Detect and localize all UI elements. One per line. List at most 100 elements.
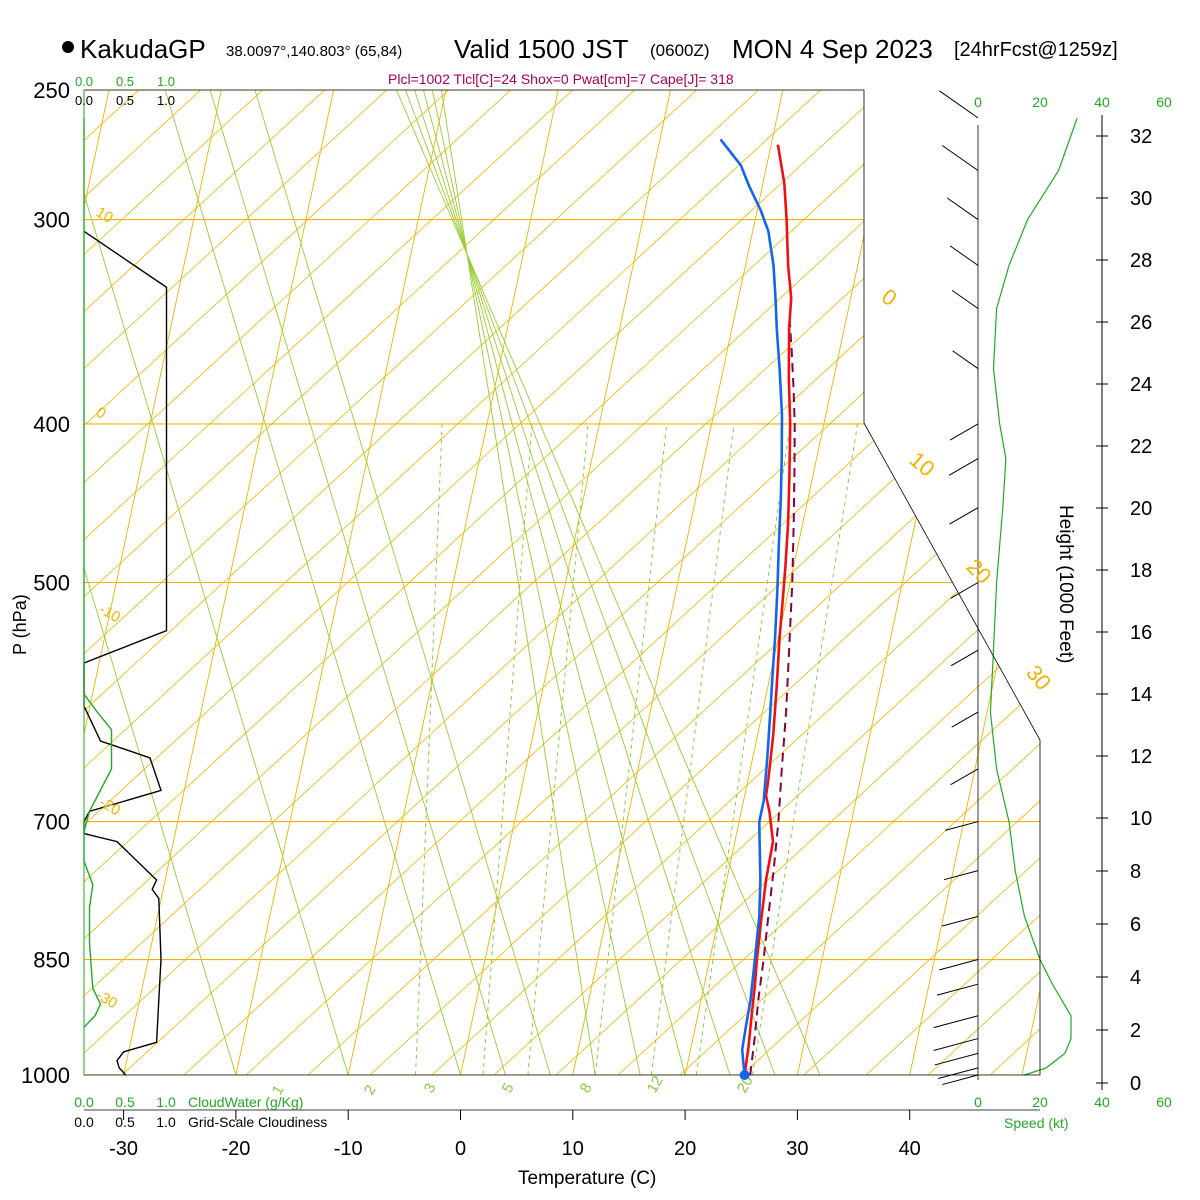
x-tick-label: -30 [109,1138,138,1160]
mixing-ratio-label: 20 [734,1073,757,1096]
x-tick-label: -20 [221,1138,250,1160]
moist-adiabat-line [164,90,461,1075]
wind-barb [948,458,979,476]
mixing-ratio-label: 12 [644,1073,667,1096]
wind-barb [936,983,979,996]
wind-barb [933,1038,979,1051]
cloud-water-scale-top: 0.0 [75,74,93,89]
mixing-ratio-label: 3 [421,1080,440,1096]
cloudiness-scale-bottom: 0.5 [115,1114,135,1130]
dry-adiabat-line [84,90,913,1075]
mixing-ratio-line [482,423,533,1075]
wind-barb [939,959,979,971]
height-tick-label: 14 [1130,684,1152,706]
cloud-water-scale-bottom: 0.5 [115,1094,135,1110]
mixing-ratio-label: 5 [499,1080,518,1096]
temperature-line [743,144,793,1075]
height-tick-label: 10 [1130,808,1152,830]
pressure-tick-label: 700 [33,810,70,835]
pressure-tick-label: 300 [33,208,70,233]
moist-adiabat-line [431,90,641,1075]
isotherm-label: 10 [905,447,940,482]
y-axis-label: P (hPa) [10,594,30,655]
isotherm-label: 10 [93,204,116,227]
dry-adiabat-line [1114,63,1200,1075]
wind-barb [950,649,979,667]
wind-barb [941,145,979,171]
dry-adiabat-line [1176,63,1200,1075]
wind-barb [951,289,979,309]
height-tick-label: 26 [1130,312,1152,334]
x-tick-label: 10 [562,1138,584,1160]
speed-scale-bottom: 40 [1094,1094,1110,1110]
wind-barb [950,582,979,599]
moist-adiabat-line [440,90,596,1075]
cloudiness-scale-top: 0.5 [116,93,134,108]
pressure-tick-label: 1000 [21,1063,70,1088]
height-tick-label: 2 [1130,1020,1141,1042]
dry-adiabat-line [431,90,1040,1075]
moist-adiabat-line [84,90,349,1075]
cloudiness-line [83,230,168,1076]
mixing-ratio-line [527,423,589,1075]
speed-scale-bottom: 20 [1032,1094,1048,1110]
dry-adiabat-line [84,90,355,1075]
dry-adiabat-line [555,90,1040,1075]
dry-adiabat-line [617,90,1040,1075]
x-axis-label: Temperature (C) [518,1168,656,1189]
dry-adiabat-line [84,90,975,1075]
isotherm-line [1021,90,1040,1075]
mixing-ratio-line [415,423,443,1075]
surface-point [739,1070,750,1080]
wind-barb [949,245,979,266]
station-name: KakudaGP [80,34,206,64]
forecast-info: [24hrFcst@1259z] [954,39,1118,61]
x-tick-label: 40 [899,1138,921,1160]
mixing-ratio-line [594,423,668,1075]
moist-adiabat-line [254,90,551,1075]
wind-barb [942,1074,979,1086]
dry-adiabat-line [84,90,293,1075]
dewpoint-line [719,138,784,1075]
isotherm-label: 0 [93,404,109,423]
x-tick-label: 20 [674,1138,696,1160]
speed-scale-top: 20 [1032,94,1048,110]
wind-barb [950,768,979,786]
dry-adiabat-line [84,90,479,1075]
isotherm-label: -20 [96,794,123,820]
dry-adiabat-line [121,90,1040,1075]
dry-adiabat-line [679,90,1040,1075]
moist-adiabat-line [405,90,776,1075]
speed-scale-bottom: 60 [1156,1094,1172,1110]
x-tick-label: 0 [455,1138,466,1160]
wind-barb [933,1015,979,1029]
height-tick-label: 12 [1130,746,1152,768]
dry-adiabat-line [493,90,1040,1075]
height-tick-label: 6 [1130,914,1141,936]
height-tick-label: 18 [1130,560,1152,582]
mixing-ratio-line [751,423,859,1075]
height-tick-label: 22 [1130,436,1152,458]
dry-adiabat-line [84,90,603,1075]
isotherm-label: 30 [1021,660,1056,695]
cloudiness-scale-top: 0.0 [75,93,93,108]
moist-adiabat-line [414,90,731,1075]
pressure-tick-label: 850 [33,948,70,973]
isotherm-label: 20 [961,554,996,589]
wind-barb [943,870,979,881]
isotherm-label: 0 [877,284,901,312]
dry-adiabat-line [183,90,1040,1075]
dry-adiabat-line [84,90,665,1075]
x-tick-label: -10 [334,1138,363,1160]
station-marker-icon [62,41,74,53]
side-panels [83,90,1078,1086]
mixing-ratio-line [650,423,735,1075]
dry-adiabat-line [741,90,1040,1075]
dry-adiabat-line [84,90,851,1075]
speed-label: Speed (kt) [1004,1115,1069,1131]
dry-adiabat-line [307,90,1040,1075]
station-coords: 38.0097°,140.803° (65,84) [226,43,402,60]
pressure-tick-label: 250 [33,78,70,103]
